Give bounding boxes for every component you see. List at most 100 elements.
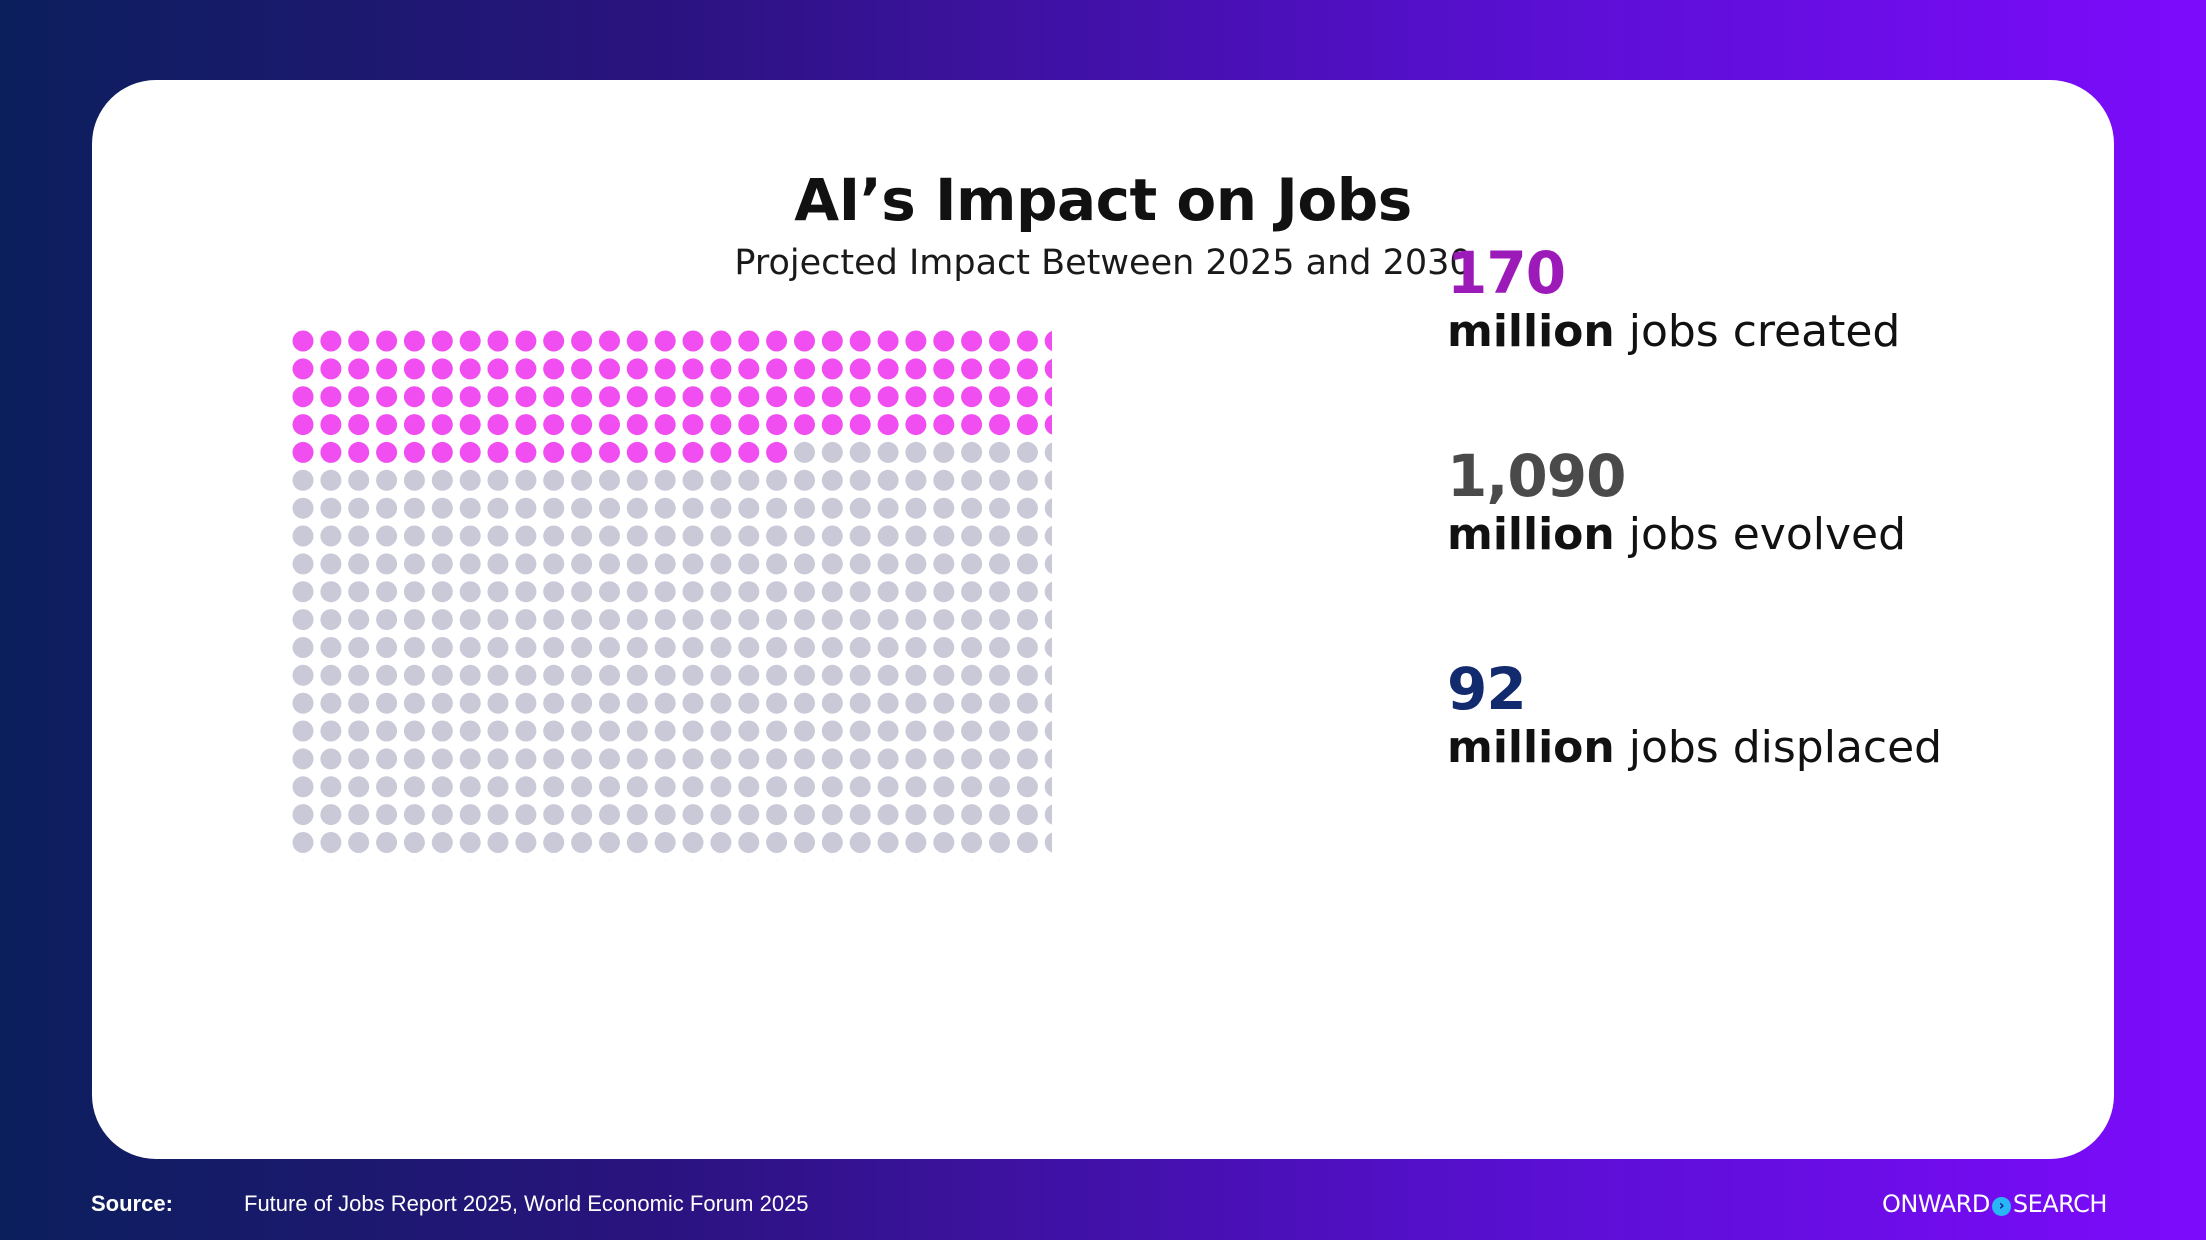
stat-displaced-label: jobs displaced [1628,722,1943,773]
waffle-dot-jobs-evolved [515,748,537,770]
waffle-dot-jobs-evolved [933,469,955,491]
waffle-dot-jobs-evolved [849,553,871,575]
waffle-dot-jobs-evolved [766,637,788,658]
waffle-dot-jobs-created [821,386,843,408]
waffle-dot-jobs-evolved [933,609,955,631]
waffle-dot-jobs-evolved [682,748,704,770]
waffle-dot-jobs-evolved [459,469,481,491]
waffle-dot-jobs-created [487,330,509,352]
waffle-dot-jobs-evolved [682,692,704,714]
waffle-dot-jobs-created [877,330,899,352]
waffle-dot-jobs-evolved [738,637,760,658]
waffle-dot-jobs-evolved [431,832,453,853]
waffle-dot-jobs-evolved [599,664,620,686]
waffle-dot-jobs-evolved [682,832,704,853]
waffle-dot-jobs-evolved [571,609,593,631]
waffle-dot-jobs-evolved [292,637,314,658]
waffle-dot-jobs-created [571,330,593,352]
waffle-dot-jobs-evolved [348,609,370,631]
waffle-dot-jobs-created [877,386,899,408]
waffle-dot-jobs-evolved [877,720,899,742]
waffle-dot-jobs-evolved [710,664,732,686]
waffle-dot-jobs-evolved [1016,441,1038,463]
waffle-dot-jobs-evolved [515,692,537,714]
waffle-dot-jobs-created [348,441,370,463]
waffle-dot-jobs-created [543,414,565,436]
waffle-dot-jobs-evolved [877,609,899,631]
stat-displaced: 92 million jobs displaced [1447,656,1942,774]
waffle-dot-jobs-evolved [738,553,760,575]
waffle-dot-jobs-created [905,358,927,380]
waffle-dot-jobs-evolved [431,497,453,519]
waffle-dot-jobs-created [571,441,593,463]
waffle-dot-jobs-evolved [989,804,1010,826]
waffle-dot-jobs-created [515,414,537,436]
waffle-dot-jobs-evolved [821,776,843,798]
waffle-dot-jobs-evolved [320,692,342,714]
waffle-dot-jobs-evolved [626,525,648,547]
stat-created-description: million jobs created [1447,306,1900,358]
waffle-dot-jobs-created [487,386,509,408]
waffle-dot-jobs-created [376,386,398,408]
waffle-dot-jobs-evolved [849,804,871,826]
waffle-dot-jobs-evolved [877,748,899,770]
waffle-dot-jobs-evolved [571,804,593,826]
waffle-dot-jobs-created [821,414,843,436]
waffle-dot-jobs-evolved [515,776,537,798]
waffle-dot-jobs-evolved [348,832,370,853]
waffle-dot-jobs-evolved [431,469,453,491]
waffle-dot-jobs-evolved [543,581,565,603]
waffle-dot-jobs-created [320,441,342,463]
waffle-dot-jobs-created [738,330,760,352]
waffle-dot-jobs-evolved [459,664,481,686]
waffle-dot-jobs-evolved [849,609,871,631]
waffle-dot-jobs-created [599,330,620,352]
waffle-dot-jobs-created [1044,414,1052,435]
waffle-dot-jobs-evolved [1016,748,1038,770]
waffle-dot-jobs-evolved [738,692,760,714]
waffle-dot-jobs-evolved [654,553,676,575]
waffle-dot-jobs-evolved [1044,693,1052,714]
waffle-dot-jobs-evolved [403,497,425,519]
waffle-dot-jobs-evolved [905,664,927,686]
waffle-dot-jobs-evolved [543,553,565,575]
waffle-dot-jobs-evolved [933,497,955,519]
waffle-dot-jobs-created [1044,331,1052,351]
waffle-dot-jobs-created [348,330,370,352]
waffle-dot-jobs-evolved [376,664,398,686]
waffle-dot-jobs-evolved [905,581,927,603]
waffle-dot-jobs-evolved [348,581,370,603]
waffle-dot-jobs-evolved [1016,637,1038,658]
waffle-dot-jobs-evolved [961,832,983,853]
waffle-dot-jobs-evolved [348,664,370,686]
waffle-dot-jobs-evolved [292,469,314,491]
waffle-dot-jobs-created [626,358,648,380]
waffle-dot-jobs-evolved [626,609,648,631]
waffle-dot-jobs-evolved [710,692,732,714]
waffle-dot-jobs-evolved [626,469,648,491]
waffle-dot-jobs-evolved [292,776,314,798]
waffle-dot-jobs-evolved [961,776,983,798]
waffle-dot-jobs-evolved [487,720,509,742]
waffle-dot-jobs-created [292,358,314,380]
waffle-dot-jobs-evolved [376,692,398,714]
waffle-dot-jobs-evolved [431,720,453,742]
waffle-dot-jobs-evolved [682,469,704,491]
waffle-dot-jobs-evolved [654,776,676,798]
waffle-dot-jobs-evolved [877,581,899,603]
waffle-dot-jobs-evolved [794,609,815,631]
waffle-dot-jobs-evolved [989,720,1010,742]
brand-logo[interactable]: ONWARD › SEARCH [1882,1190,2107,1218]
stat-created: 170 million jobs created [1447,240,1900,358]
waffle-dot-jobs-created [905,414,927,436]
waffle-dot-jobs-evolved [348,469,370,491]
waffle-dot-jobs-created [1016,358,1038,380]
waffle-dot-jobs-evolved [487,609,509,631]
waffle-dot-jobs-evolved [515,664,537,686]
waffle-dot-jobs-evolved [766,692,788,714]
waffle-dot-jobs-created [599,386,620,408]
waffle-dot-jobs-evolved [794,776,815,798]
waffle-dot-jobs-evolved [515,637,537,658]
waffle-dot-jobs-evolved [459,832,481,853]
waffle-dot-jobs-evolved [961,609,983,631]
